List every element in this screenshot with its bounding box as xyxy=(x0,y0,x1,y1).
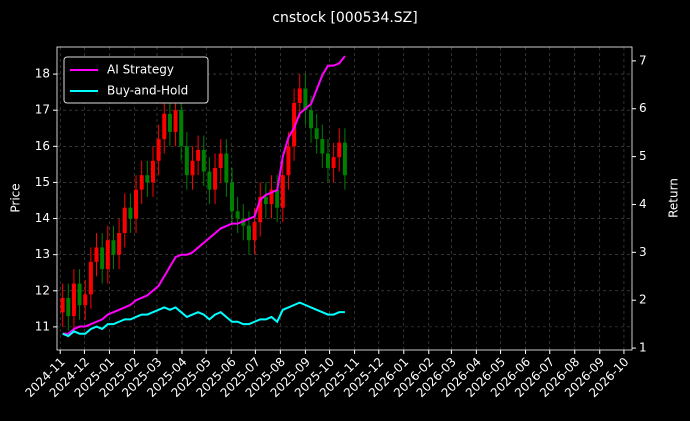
candle-body xyxy=(100,247,105,270)
candle-body xyxy=(218,153,223,168)
y2-tick-label: 4 xyxy=(639,197,647,211)
candle-body xyxy=(297,88,302,103)
candle-body xyxy=(111,240,116,255)
candle-body xyxy=(280,175,285,208)
y-tick-label: 13 xyxy=(35,247,50,261)
candle-body xyxy=(184,146,189,176)
candle-body xyxy=(269,189,274,205)
candle-body xyxy=(235,211,240,219)
candle-body xyxy=(173,110,178,132)
candle-body xyxy=(325,153,330,168)
candle-body xyxy=(258,196,263,223)
y-tick-label: 17 xyxy=(35,103,50,117)
candle-body xyxy=(162,113,167,140)
candle-body xyxy=(128,207,133,219)
candle-body xyxy=(134,189,139,219)
candle-body xyxy=(179,110,184,147)
candle-body xyxy=(314,128,319,140)
candle-body xyxy=(60,297,65,313)
candle-body xyxy=(303,88,308,111)
candle-body xyxy=(320,139,325,154)
y-axis-label: Price xyxy=(9,183,23,212)
candle-body xyxy=(230,182,234,212)
y-tick-label: 15 xyxy=(35,175,50,189)
candle-body xyxy=(342,142,347,176)
y2-tick-label: 7 xyxy=(639,53,647,67)
y2-tick-label: 1 xyxy=(639,341,647,355)
candle-body xyxy=(201,149,206,172)
candle-body xyxy=(105,240,110,270)
candle-body xyxy=(263,196,268,205)
series-line xyxy=(62,55,346,335)
candle-body xyxy=(331,157,336,168)
y-tick-label: 14 xyxy=(35,211,50,225)
candle-body xyxy=(190,160,195,176)
y2-axis-label: Return xyxy=(667,178,681,218)
y-tick-label: 16 xyxy=(35,139,50,153)
candle-body xyxy=(71,283,76,317)
y-tick-label: 11 xyxy=(35,319,50,333)
legend-label: Buy-and-Hold xyxy=(107,84,188,98)
candle-body xyxy=(66,297,71,317)
candle-body xyxy=(156,139,161,161)
candle-body xyxy=(150,160,155,183)
candle-body xyxy=(213,167,218,190)
candle-body xyxy=(77,283,82,306)
candle-body xyxy=(224,153,229,183)
y-tick-label: 18 xyxy=(35,67,50,81)
y2-tick-label: 5 xyxy=(639,149,647,163)
legend: AI Strategy Buy-and-Hold xyxy=(63,56,209,104)
candle-body xyxy=(145,175,150,183)
plot-frame xyxy=(56,46,633,351)
candle-body xyxy=(275,189,280,208)
candle-body xyxy=(337,142,342,158)
candle-body xyxy=(117,232,122,255)
candle-body xyxy=(196,149,201,161)
legend-box xyxy=(63,56,209,104)
candle-body xyxy=(309,110,314,129)
y2-tick-label: 6 xyxy=(639,101,647,115)
chart-title: cnstock [000534.SZ] xyxy=(272,10,417,26)
candle-body xyxy=(139,175,144,190)
candle-body xyxy=(286,146,291,176)
series-line xyxy=(62,301,345,338)
candle-body xyxy=(83,294,88,306)
y-tick-label: 12 xyxy=(35,283,50,297)
candle-body xyxy=(207,171,212,190)
legend-label: AI Strategy xyxy=(107,63,174,77)
candle-body xyxy=(252,222,257,241)
candle-body xyxy=(167,113,172,132)
candle-body xyxy=(292,102,297,147)
y2-tick-label: 2 xyxy=(639,293,647,307)
candle-body xyxy=(88,261,93,295)
candle-body xyxy=(122,207,127,233)
candle-body xyxy=(246,225,251,241)
candle-body xyxy=(94,247,99,262)
y2-tick-label: 3 xyxy=(639,245,647,259)
